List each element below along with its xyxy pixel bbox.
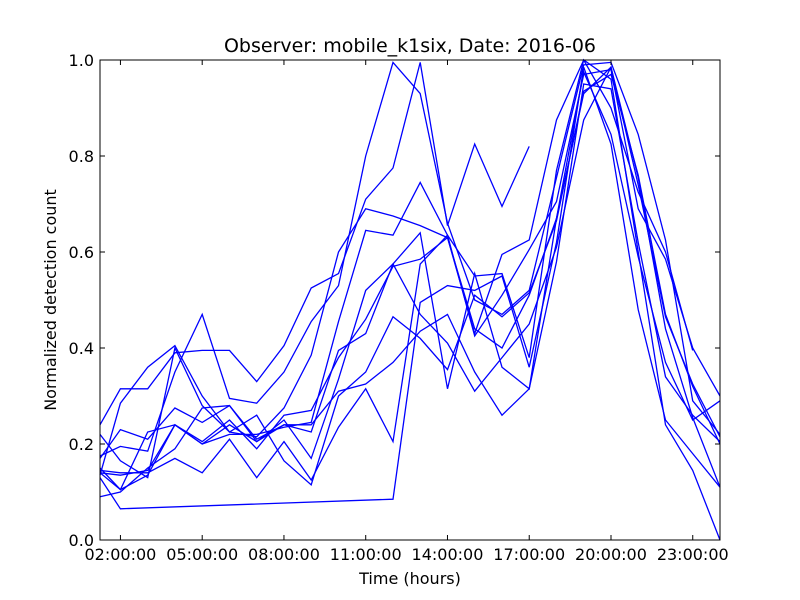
y-tick-label-5: 0.8	[69, 147, 94, 166]
x-tick-label-1: 02:00:00	[85, 545, 157, 564]
x-tick-label-3: 08:00:00	[248, 545, 320, 564]
series-line-8	[99, 83, 721, 476]
series-line-10	[99, 66, 721, 510]
y-axis-title: Normalized detection count	[41, 189, 60, 411]
y-axis-ticks: 0.0 0.2 0.4 0.6 0.8 1.0	[69, 51, 720, 550]
x-axis-ticks: 02:00:00 05:00:00 08:00:00 11:00:00 14:00:00…	[85, 60, 729, 564]
x-tick-label-2: 05:00:00	[166, 545, 238, 564]
series-line-9	[99, 73, 721, 486]
y-tick-label-4: 0.6	[69, 243, 94, 262]
series-line-2	[99, 58, 694, 491]
y-tick-label-6: 1.0	[69, 51, 94, 70]
chart-title: Observer: mobile_k1six, Date: 2016-06	[224, 35, 596, 57]
series-line-11	[99, 58, 721, 541]
x-tick-label-6: 17:00:00	[493, 545, 565, 564]
plot-frame	[99, 59, 721, 541]
x-tick-label-8: 23:00:00	[657, 545, 729, 564]
x-tick-label-5: 14:00:00	[412, 545, 484, 564]
x-tick-label-4: 11:00:00	[330, 545, 402, 564]
series-line-7	[99, 65, 721, 498]
series-line-1	[99, 62, 530, 426]
series-line-3	[99, 61, 721, 457]
y-tick-label-1: 0.0	[69, 531, 94, 550]
series-line-6	[99, 69, 721, 459]
y-tick-label-2: 0.2	[69, 435, 94, 454]
plot-lines	[99, 58, 721, 541]
x-tick-label-7: 20:00:00	[575, 545, 647, 564]
y-tick-label-3: 0.4	[69, 339, 94, 358]
x-axis-title: Time (hours)	[358, 569, 461, 588]
